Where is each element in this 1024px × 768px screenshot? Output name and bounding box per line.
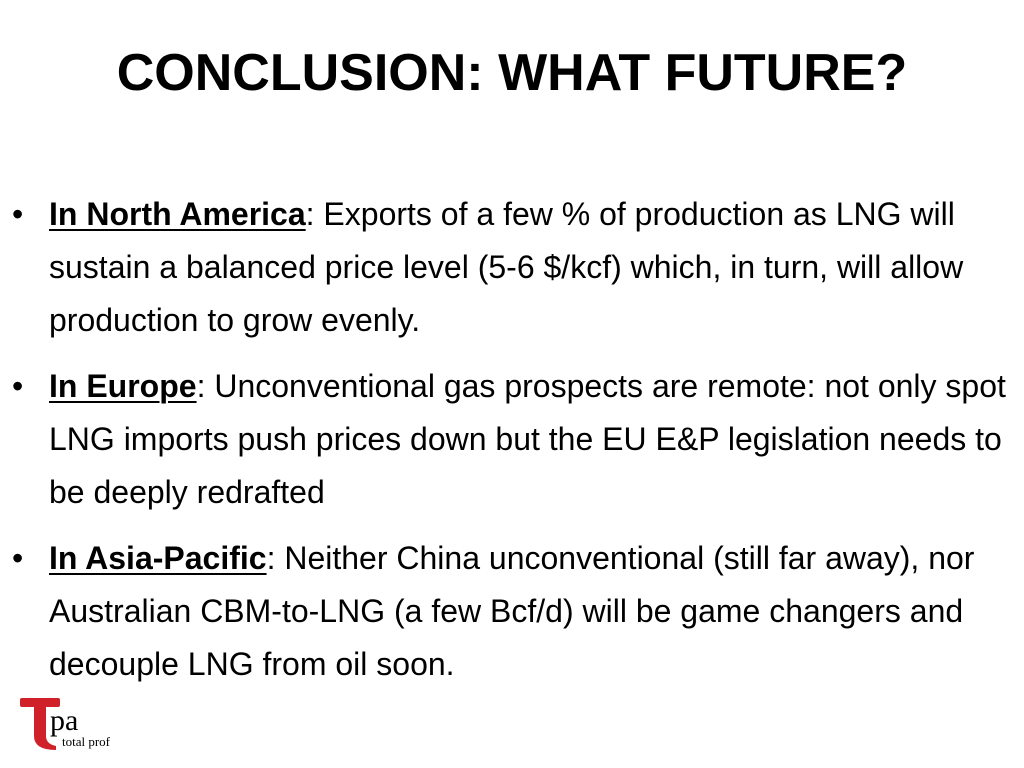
separator: : [305, 196, 315, 232]
slide-title: CONCLUSION: WHAT FUTURE? [116, 44, 908, 102]
bullet-text-europe: Unconventional gas prospects are remote:… [49, 368, 1006, 510]
region-label-asia-pacific: In Asia-Pacific [49, 540, 267, 576]
logo-t-stem [34, 705, 56, 750]
separator: : [196, 368, 206, 404]
region-label-north-america: In North America [49, 196, 306, 232]
bullet-text-asia-pacific: Neither China unconventional (still far … [49, 540, 975, 682]
logo-tagline: total prof [62, 734, 111, 749]
bullet-marker: • [12, 368, 24, 404]
bullet-north-america: • In North America: Exports of a few % o… [0, 188, 1024, 347]
bullet-marker: • [12, 540, 24, 576]
bullet-europe: • In Europe: Unconventional gas prospect… [0, 360, 1024, 519]
bullet-asia-pacific: • In Asia-Pacific: Neither China unconve… [0, 532, 1024, 691]
region-label-europe: In Europe [49, 368, 197, 404]
separator: : [266, 540, 276, 576]
tpa-logo: pa total prof [20, 698, 111, 750]
bullet-list: • In North America: Exports of a few % o… [0, 188, 1024, 704]
bullet-text-north-america: Exports of a few % of production as LNG … [49, 196, 964, 338]
logo-letters: pa [50, 704, 78, 737]
bullet-marker: • [12, 196, 24, 232]
logo-t-bar [20, 698, 60, 707]
